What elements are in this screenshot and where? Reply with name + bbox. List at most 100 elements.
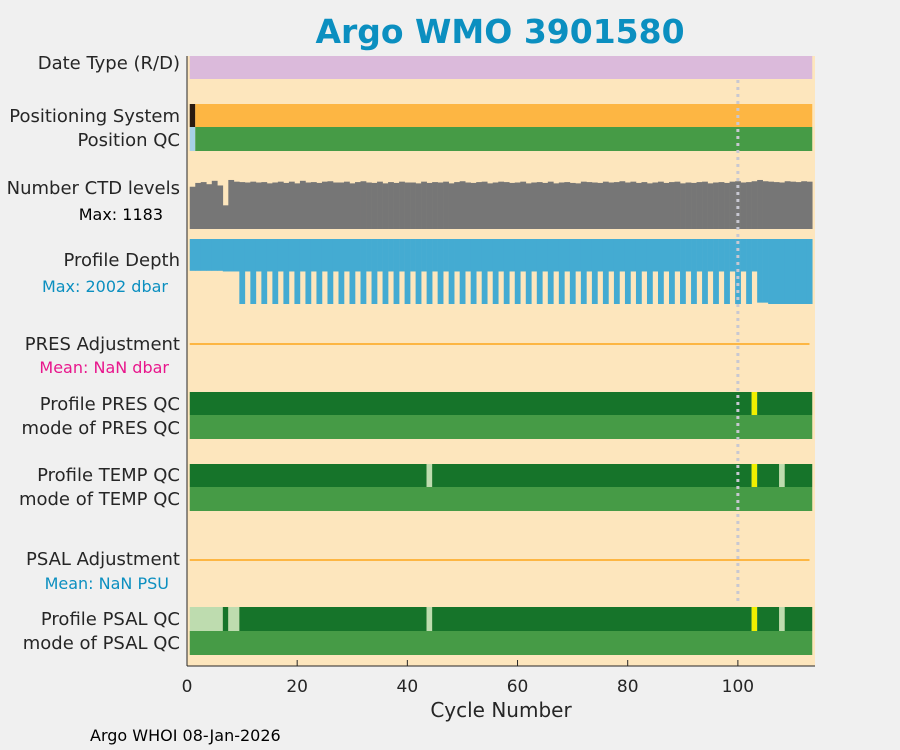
ctd-levels-bar-103 xyxy=(751,181,758,229)
row-sublabel-pres_adj: Mean: NaN dbar xyxy=(39,358,169,377)
ctd-levels-bar-23 xyxy=(310,182,317,229)
ctd-levels-bar-113 xyxy=(806,181,813,229)
profile_psal_qc-segment-6 xyxy=(751,607,758,631)
profile-depth-bar-54 xyxy=(481,239,488,304)
profile-depth-bar-92 xyxy=(691,239,697,304)
profile-depth-bar-6 xyxy=(217,239,224,271)
profile-depth-bar-53 xyxy=(476,239,483,272)
profile-depth-bar-19 xyxy=(288,239,295,272)
row-pos_qc xyxy=(189,127,813,151)
profile-depth-bar-98 xyxy=(724,239,730,304)
pos_system-segment-0 xyxy=(189,104,196,127)
profile_psal_qc-segment-8 xyxy=(779,607,785,631)
ctd-levels-bar-18 xyxy=(283,182,290,229)
ctd-levels-bar-66 xyxy=(547,181,554,229)
profile-depth-bar-47 xyxy=(443,239,449,272)
profile-depth-bar-83 xyxy=(641,239,648,272)
profile-depth-bar-35 xyxy=(377,239,383,272)
profile-depth-bar-60 xyxy=(514,239,521,304)
ctd-levels-bar-12 xyxy=(250,181,257,229)
ctd-levels-bar-69 xyxy=(564,182,571,229)
ctd-levels-bar-109 xyxy=(784,181,791,229)
row-label-profile_pres_qc: Profile PRES QC xyxy=(40,394,180,415)
profile-depth-bar-109 xyxy=(784,239,791,304)
profile-depth-bar-14 xyxy=(261,239,268,304)
footer-credit: Argo WHOI 08-Jan-2026 xyxy=(90,726,281,745)
profile-depth-bar-75 xyxy=(597,239,604,272)
profile-depth-bar-107 xyxy=(773,239,780,304)
ctd-levels-bar-48 xyxy=(448,183,455,229)
row-label-pos_qc: Position QC xyxy=(77,130,180,151)
ctd-levels-bar-62 xyxy=(525,183,532,229)
ctd-levels-bar-57 xyxy=(498,181,505,229)
profile-depth-bar-42 xyxy=(415,239,422,304)
profile-depth-bar-66 xyxy=(547,239,554,304)
ctd-levels-bar-75 xyxy=(597,182,604,229)
ctd-levels-bar-14 xyxy=(261,182,268,229)
row-label-ctd_levels: Number CTD levels xyxy=(7,178,180,199)
profile-depth-bar-45 xyxy=(432,239,438,272)
profile-depth-bar-62 xyxy=(525,239,532,304)
profile-depth-bar-24 xyxy=(316,239,323,304)
axes-frame xyxy=(186,56,815,667)
profile-depth-bar-76 xyxy=(602,239,609,304)
ctd-levels-bar-44 xyxy=(426,182,433,229)
row-mode_psal_qc xyxy=(189,631,813,655)
ctd-levels-bar-98 xyxy=(724,182,730,229)
profile_temp_qc-segment-5 xyxy=(779,464,785,487)
profile-depth-bar-68 xyxy=(558,239,565,304)
ctd-levels-bar-31 xyxy=(355,182,361,229)
row-label-mode_psal_qc: mode of PSAL QC xyxy=(23,633,180,654)
profile-depth-bar-55 xyxy=(487,239,494,272)
ctd-levels-bar-51 xyxy=(465,182,472,229)
profile-depth-bar-34 xyxy=(371,239,378,304)
profile-depth-bar-63 xyxy=(531,239,538,272)
profile-depth-bar-39 xyxy=(399,239,405,272)
ctd-levels-bar-88 xyxy=(669,182,675,229)
profile-depth-bar-15 xyxy=(266,239,273,272)
profile-depth-bar-110 xyxy=(790,239,797,304)
ctd-levels-bar-106 xyxy=(768,181,774,229)
x-axis-ticks: 0 20 40 60 80 100 xyxy=(182,660,754,697)
ctd-levels-bar-16 xyxy=(272,182,279,229)
ctd-levels-bar-87 xyxy=(663,182,670,229)
profile_pres_qc-segment-2 xyxy=(757,392,813,415)
profile-depth-bar-10 xyxy=(239,239,246,304)
profile-depth-bar-91 xyxy=(685,239,692,272)
row-profile_psal_qc xyxy=(189,607,813,631)
ctd-levels-bar-53 xyxy=(476,182,483,229)
ctd-levels-bar-107 xyxy=(773,182,780,229)
mode_pres_qc-segment-0 xyxy=(189,415,813,439)
ctd-levels-bar-22 xyxy=(305,182,312,229)
profile-depth-bar-57 xyxy=(498,239,505,272)
ctd-levels-bar-34 xyxy=(371,182,378,229)
profile-depth-bar-96 xyxy=(713,239,719,304)
profile-depth-bar-67 xyxy=(553,239,560,272)
profile-depth-bar-64 xyxy=(536,239,543,304)
profile-depth-bar-87 xyxy=(663,239,670,272)
profile-depth-bar-56 xyxy=(492,239,499,304)
ctd-levels-bar-79 xyxy=(619,181,626,229)
profile_pres_qc-segment-0 xyxy=(189,392,752,415)
profile-depth-bar-77 xyxy=(608,239,615,272)
ctd-levels-bar-110 xyxy=(790,181,797,229)
ctd-levels-bar-104 xyxy=(757,179,763,229)
chart-title: Argo WMO 3901580 xyxy=(315,12,684,51)
row-label-profile_depth: Profile Depth xyxy=(63,250,180,271)
profile-depth-bar-36 xyxy=(382,239,389,304)
profile_pres_qc-segment-1 xyxy=(751,392,758,415)
profile-depth-bar-48 xyxy=(448,239,455,304)
pos_system-segment-1 xyxy=(195,104,813,127)
profile-depth-bar-44 xyxy=(426,239,433,304)
ctd-levels-bar-56 xyxy=(492,182,499,229)
ctd-levels-bar-72 xyxy=(580,181,587,229)
ctd-levels-bar-41 xyxy=(410,182,416,229)
profile-depth-bar-46 xyxy=(437,239,444,304)
plot-area xyxy=(187,56,815,666)
ctd-levels-bar-108 xyxy=(779,182,786,229)
ctd-levels-bar-17 xyxy=(277,181,284,229)
profile-depth-bar-8 xyxy=(228,239,235,272)
profile-depth-bar-32 xyxy=(360,239,367,304)
ctd-levels-bar-54 xyxy=(481,181,488,229)
profile-depth-bar-23 xyxy=(310,239,317,272)
